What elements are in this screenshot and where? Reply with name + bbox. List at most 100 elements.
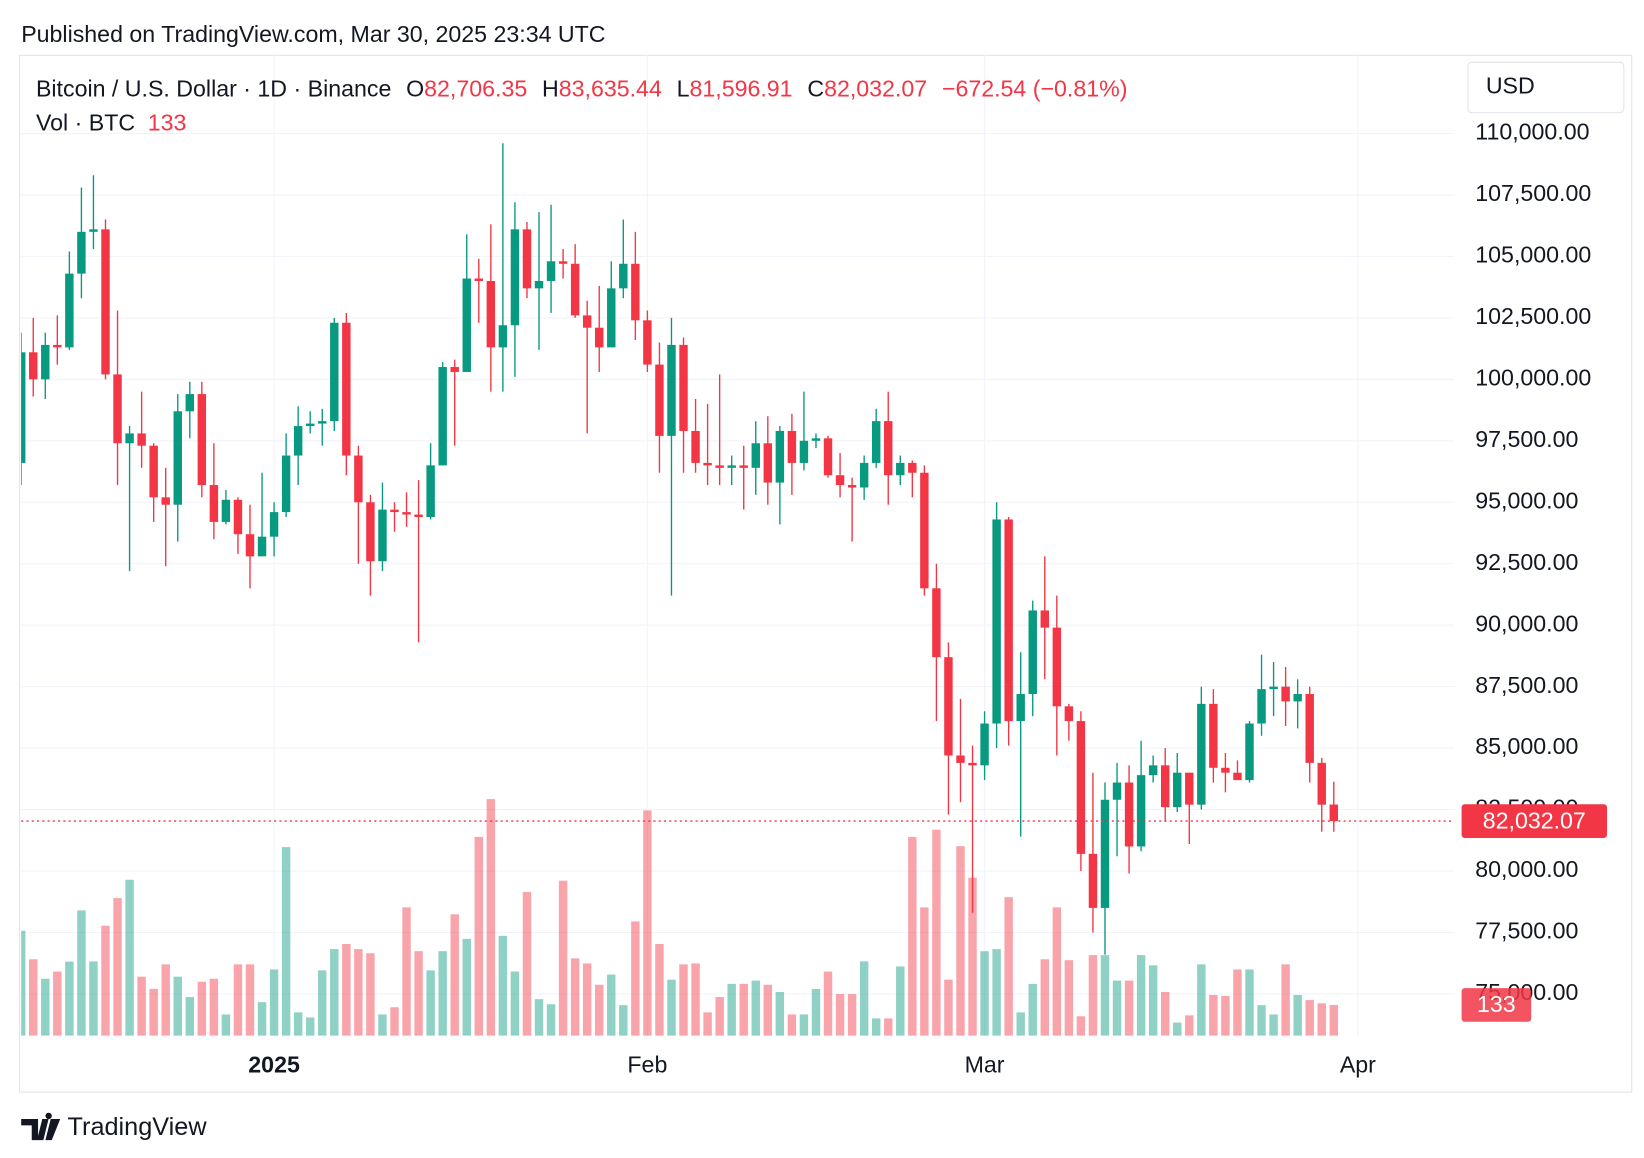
candle-body xyxy=(1257,689,1266,724)
candle-body xyxy=(438,367,447,466)
candle-body xyxy=(811,438,821,441)
volume-bar xyxy=(944,979,953,1036)
volume-bar xyxy=(41,978,50,1036)
volume-bar xyxy=(1185,1015,1194,1036)
candle-body xyxy=(1136,775,1146,847)
volume-bar xyxy=(739,983,748,1036)
candle-body xyxy=(414,514,423,518)
volume-bar xyxy=(1004,897,1013,1036)
volume-bar xyxy=(21,930,26,1036)
candle-body xyxy=(1197,703,1206,805)
volume-bar xyxy=(221,1014,231,1036)
candle-body xyxy=(835,475,845,486)
candle-body xyxy=(980,723,989,766)
volume-bar xyxy=(835,994,845,1036)
candle-body xyxy=(41,344,50,380)
grid xyxy=(21,54,1455,1036)
candle-body xyxy=(751,443,760,468)
candle-body xyxy=(125,433,134,444)
legend-title-line: Bitcoin / U.S. Dollar · 1D · Binance O82,… xyxy=(36,76,1127,102)
volume-bar xyxy=(29,959,38,1036)
volume-bar xyxy=(378,1014,387,1036)
candle-body xyxy=(1004,519,1013,722)
candle-body xyxy=(1173,772,1182,808)
volume-bar xyxy=(1233,969,1242,1036)
volume-bar xyxy=(667,979,676,1036)
volume-bar xyxy=(980,951,989,1036)
candle-body xyxy=(992,519,1001,724)
volume-bar xyxy=(414,951,423,1036)
volume-bar xyxy=(77,910,86,1036)
volume-bar xyxy=(305,1017,315,1036)
x-tick-label: Apr xyxy=(1340,1051,1376,1077)
volume-bar xyxy=(1329,1004,1339,1036)
y-tick-label: 87,500.00 xyxy=(1475,672,1578,698)
last-volume-label: 133 xyxy=(1477,991,1516,1017)
candle-body xyxy=(619,263,628,289)
volume-bar xyxy=(450,914,459,1036)
volume-bar xyxy=(920,907,929,1036)
candle-body xyxy=(871,421,881,463)
candle-body xyxy=(269,512,279,537)
volume-bar xyxy=(956,846,965,1036)
legend-value: 81,596.91 xyxy=(689,76,792,102)
brand: TradingView xyxy=(21,1112,207,1141)
currency-button[interactable] xyxy=(1467,61,1625,114)
candle-body xyxy=(233,499,243,535)
candle-body xyxy=(354,455,363,503)
candle-body xyxy=(1209,703,1218,768)
candle-body xyxy=(137,433,146,446)
candle-body xyxy=(101,229,110,375)
volume-bar xyxy=(1305,1000,1314,1036)
candle-body xyxy=(715,465,724,468)
candle-body xyxy=(1233,772,1242,781)
candle-body xyxy=(1305,694,1314,763)
volume-bar xyxy=(775,991,785,1036)
candle-body xyxy=(281,455,291,513)
candle-body xyxy=(859,462,869,488)
legend-value: 82,706.35 xyxy=(424,76,527,102)
last-price-box xyxy=(1461,804,1607,838)
y-tick-label: 102,500.00 xyxy=(1475,303,1591,329)
candle-body xyxy=(631,263,640,321)
candle-body xyxy=(390,509,399,513)
candle-body xyxy=(847,485,857,488)
candle-body xyxy=(1281,686,1290,702)
volume-bar xyxy=(582,963,592,1036)
volume-bar xyxy=(318,970,327,1036)
volume-bar xyxy=(1052,907,1062,1036)
volume-bar xyxy=(1064,960,1074,1036)
x-tick-label: Feb xyxy=(627,1051,667,1077)
volume-bar xyxy=(390,1007,399,1036)
legend-key: O xyxy=(406,76,424,102)
volume-bar xyxy=(908,836,917,1036)
volume-bar xyxy=(1209,994,1218,1036)
volume-bar xyxy=(655,943,664,1036)
volume-bar xyxy=(968,877,977,1036)
overlay: 75,000.0077,500.0080,000.0082,500.0085,0… xyxy=(21,119,1607,1077)
candle-body xyxy=(1076,721,1086,854)
volume-bar xyxy=(1124,980,1134,1036)
volume-bar xyxy=(89,961,98,1036)
candle-body xyxy=(667,344,676,436)
candle-body xyxy=(1064,706,1074,722)
last-volume-box xyxy=(1461,988,1532,1022)
volume-bar xyxy=(811,988,821,1036)
volume-bar xyxy=(137,976,146,1036)
candles xyxy=(21,143,1339,955)
candle-body xyxy=(77,231,86,274)
volume-bar xyxy=(558,880,568,1036)
currency[interactable]: USD xyxy=(1486,73,1535,99)
volume-bar xyxy=(546,1004,556,1036)
volume-title: Vol · BTC xyxy=(36,109,135,135)
legend: Bitcoin / U.S. Dollar · 1D · Binance O82,… xyxy=(36,76,1127,136)
volume-bar xyxy=(1245,969,1254,1036)
volume-bar xyxy=(522,892,532,1036)
volume-bar xyxy=(703,1012,712,1036)
candle-body xyxy=(1112,782,1122,800)
volume-bar xyxy=(595,984,604,1036)
candle-body xyxy=(185,394,195,412)
volume-bar xyxy=(570,958,580,1036)
volume-bar xyxy=(53,971,62,1036)
volume-bar xyxy=(330,949,339,1036)
